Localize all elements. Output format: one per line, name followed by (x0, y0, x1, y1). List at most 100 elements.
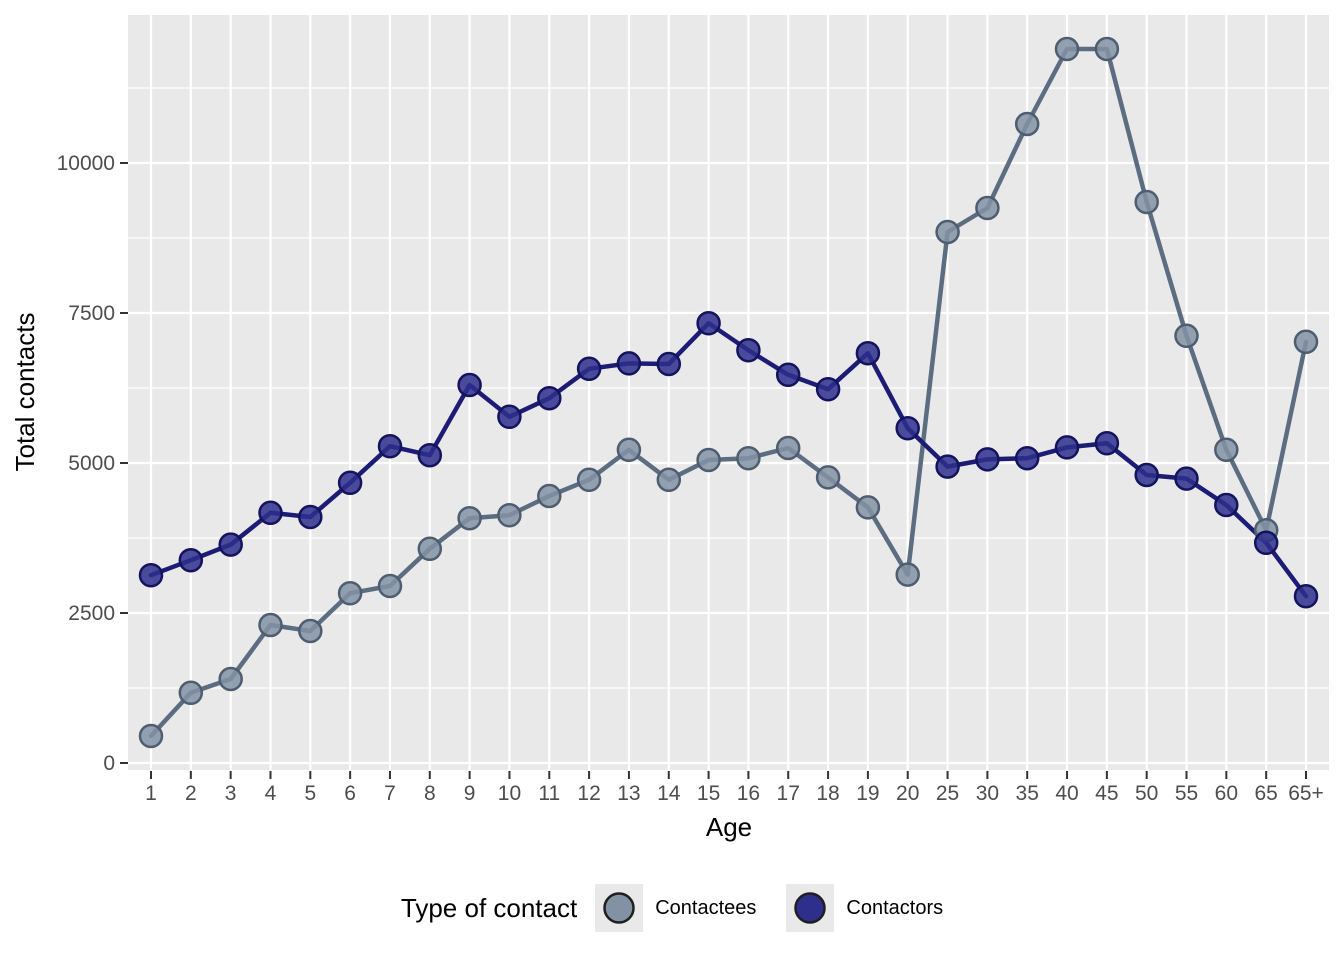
plot-area: 1 2 3 4 5 6 7 8 9 10 11 12 13 14 15 16 17 18 19 20 25 30 35 40 4… (10, 15, 1329, 842)
data-point-contactees (258, 612, 283, 638)
data-point-contactees (377, 573, 403, 599)
contactees-swatch-icon (603, 892, 635, 924)
legend-key-contactors (786, 884, 835, 932)
y-tick-label: 10000 (57, 152, 115, 175)
x-tick-label: 25 (936, 782, 959, 805)
data-point-contactees (815, 465, 841, 490)
data-point-contactors (1293, 583, 1319, 609)
x-tick-label: 60 (1215, 782, 1238, 805)
data-point-contactors (775, 362, 801, 388)
data-point-contactors (855, 340, 881, 366)
x-tick-label: 14 (657, 782, 681, 805)
y-tick-label: 2500 (68, 602, 115, 625)
x-tick-label: 30 (976, 782, 999, 805)
data-point-contactees (895, 562, 920, 587)
x-tick-label: 18 (816, 782, 839, 805)
x-tick-label: 35 (1016, 782, 1039, 805)
data-point-contactees (1134, 189, 1159, 215)
x-tick-label: 20 (896, 782, 919, 805)
x-tick-label: 8 (424, 782, 436, 805)
data-point-contactors (218, 532, 243, 557)
data-point-contactors (975, 447, 1000, 472)
data-point-contactors (1174, 466, 1199, 491)
data-point-contactees (1094, 36, 1120, 62)
data-point-contactors (377, 433, 403, 459)
data-point-contactors (1253, 530, 1279, 556)
legend-label-contactees: Contactees (655, 896, 757, 919)
x-tick-label: 4 (265, 782, 277, 805)
data-point-contactors (417, 442, 443, 468)
plot-panel (128, 15, 1329, 770)
data-point-contactees (1174, 323, 1199, 349)
y-tick-label: 7500 (68, 302, 115, 325)
data-point-contactees (298, 618, 323, 644)
data-point-contactees (775, 435, 801, 461)
data-point-contactors (1094, 430, 1120, 456)
data-point-contactees (337, 580, 363, 606)
data-point-contactees (855, 495, 881, 520)
data-point-contactees (178, 680, 204, 706)
data-point-contactees (696, 447, 721, 473)
x-tick-label: 10 (498, 782, 521, 805)
x-tick-label: 7 (384, 782, 396, 805)
data-point-contactors (895, 415, 920, 441)
x-tick-label: 1 (145, 782, 157, 805)
data-point-contactees (218, 666, 243, 692)
x-tick-label: 40 (1055, 782, 1078, 805)
data-point-contactees (457, 505, 482, 531)
x-tick-label: 3 (225, 782, 237, 805)
data-point-contactors (337, 470, 363, 496)
legend-key-contactees (595, 884, 644, 932)
data-point-contactees (1014, 111, 1040, 137)
x-tick-label: 13 (617, 782, 640, 805)
data-point-contactees (656, 467, 682, 493)
y-axis-title: Total contacts (10, 313, 40, 472)
contactors-swatch-icon (794, 892, 827, 924)
data-point-contactees (975, 195, 1000, 221)
x-tick-label: 2 (185, 782, 197, 805)
x-tick-label: 65+ (1288, 782, 1324, 805)
x-tick-label: 11 (538, 782, 560, 805)
data-point-contactors (138, 562, 164, 588)
data-point-contactors (1054, 435, 1080, 460)
data-point-contactees (616, 437, 642, 463)
data-point-contactors (736, 337, 761, 363)
data-point-contactors (616, 351, 642, 376)
x-tick-label: 6 (344, 782, 356, 805)
data-point-contactors (178, 547, 204, 573)
data-point-contactors (298, 504, 323, 530)
data-point-contactors (258, 500, 283, 526)
x-tick-label: 19 (856, 782, 879, 805)
x-tick-label: 50 (1135, 782, 1158, 805)
data-point-contactors (1214, 492, 1239, 518)
y-tick-label: 5000 (68, 452, 115, 475)
data-point-contactees (138, 723, 164, 749)
data-point-contactors (656, 351, 682, 377)
data-point-contactees (1054, 36, 1080, 62)
y-tick-label: 0 (103, 752, 115, 775)
data-point-contactors (815, 376, 841, 402)
data-point-contactors (696, 310, 721, 336)
legend-item-contactors: Contactors (786, 884, 943, 932)
data-point-contactors (935, 454, 960, 479)
data-point-contactees (497, 502, 522, 528)
legend: Type of contact Contactees Contactors (0, 874, 1344, 942)
x-tick-label: 55 (1175, 782, 1198, 805)
data-point-contactees (1293, 329, 1319, 355)
legend-item-contactees: Contactees (595, 884, 756, 932)
legend-title: Type of contact (400, 892, 578, 923)
x-tick-label: 15 (697, 782, 720, 805)
data-point-contactees (537, 483, 562, 509)
data-point-contactees (736, 445, 761, 471)
x-tick-label: 45 (1095, 782, 1118, 805)
data-point-contactees (576, 467, 602, 493)
data-point-contactors (537, 385, 562, 411)
x-tick-label: 5 (304, 782, 316, 805)
data-point-contactors (497, 404, 522, 430)
x-tick-label: 17 (777, 782, 800, 805)
data-point-contactors (1134, 462, 1159, 488)
data-point-contactees (417, 536, 443, 562)
data-point-contactors (457, 372, 482, 398)
data-point-contactors (576, 356, 602, 382)
